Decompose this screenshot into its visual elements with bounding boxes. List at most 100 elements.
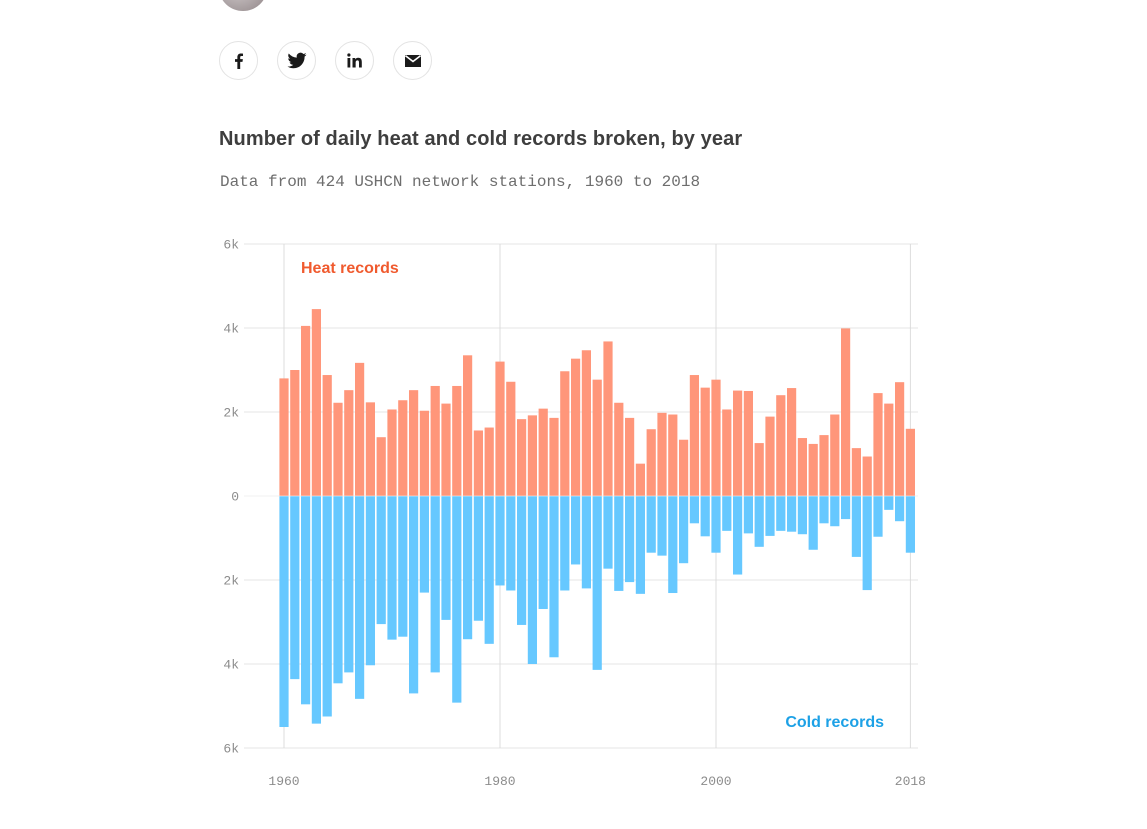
heat-record-bar: [376, 437, 386, 496]
heat-record-bar: [484, 427, 494, 496]
heat-record-bar: [776, 395, 786, 496]
heat-record-bar: [538, 408, 548, 496]
heat-record-bar: [873, 393, 883, 496]
y-tick-label: 6k: [223, 742, 239, 757]
twitter-share-button[interactable]: [277, 41, 316, 80]
twitter-icon: [287, 52, 306, 68]
heat-record-bar: [700, 387, 710, 496]
cold-record-bar: [355, 496, 365, 699]
heat-record-bar: [430, 385, 440, 496]
heat-record-bar: [365, 402, 375, 496]
cold-record-bar: [754, 496, 764, 547]
linkedin-icon: [346, 52, 362, 67]
chart-title: Number of daily heat and cold records br…: [219, 128, 743, 150]
heat-record-bar: [668, 414, 678, 496]
heat-record-bar: [646, 429, 656, 496]
cold-record-bar: [819, 496, 829, 524]
heat-record-bar: [387, 409, 397, 496]
heat-record-bar: [830, 414, 840, 496]
x-tick-label: 2000: [700, 774, 731, 789]
heat-record-bar: [581, 350, 591, 496]
cold-record-bar: [689, 496, 699, 524]
cold-record-bar: [603, 496, 613, 569]
cold-record-bar: [506, 496, 516, 591]
facebook-share-button[interactable]: [219, 41, 258, 80]
heat-record-bar: [689, 375, 699, 496]
heat-record-bar: [506, 381, 516, 496]
cold-series-label: Cold records: [785, 714, 884, 731]
heat-record-bar: [635, 463, 645, 496]
cold-record-bar: [484, 496, 494, 644]
cold-record-bar: [841, 496, 851, 520]
cold-record-bar: [279, 496, 289, 727]
cold-record-bar: [290, 496, 300, 680]
x-tick-label: 1960: [268, 774, 299, 789]
heat-record-bar: [603, 341, 613, 496]
heat-record-bar: [722, 409, 732, 496]
heat-record-bar: [592, 379, 602, 496]
facebook-icon: [234, 53, 243, 69]
heat-record-bar: [841, 328, 851, 496]
chart-subtitle: Data from 424 USHCN network stations, 19…: [220, 173, 701, 191]
heat-series-label: Heat records: [301, 260, 399, 277]
cold-record-bar: [635, 496, 645, 594]
x-tick-label: 1980: [484, 774, 515, 789]
email-share-button[interactable]: [393, 41, 432, 80]
cold-record-bar: [895, 496, 905, 522]
linkedin-share-button[interactable]: [335, 41, 374, 80]
cold-record-bar: [441, 496, 451, 620]
cold-record-bar: [862, 496, 872, 591]
cold-record-bar: [830, 496, 840, 527]
heat-record-bar: [571, 358, 581, 496]
heat-record-bar: [419, 410, 429, 496]
heat-record-bar: [333, 402, 343, 496]
cold-record-bar: [527, 496, 537, 664]
cold-record-bar: [646, 496, 656, 553]
heat-record-bar: [895, 382, 905, 496]
heat-record-bar: [527, 415, 537, 496]
cold-record-bar: [700, 496, 710, 537]
heat-record-bar: [311, 309, 321, 496]
cold-record-bar: [311, 496, 321, 724]
heat-record-bar: [862, 456, 872, 496]
heat-record-bar: [743, 391, 753, 496]
heat-record-bar: [322, 375, 332, 496]
y-tick-label: 6k: [223, 238, 239, 253]
email-icon: [404, 54, 421, 67]
cold-record-bar: [711, 496, 721, 553]
cold-record-bar: [679, 496, 689, 564]
cold-record-bar: [376, 496, 386, 625]
heat-record-bar: [797, 438, 807, 496]
y-tick-label: 2k: [223, 406, 239, 421]
cold-record-bar: [733, 496, 743, 575]
y-tick-label: 0: [231, 490, 239, 505]
heat-record-bar: [819, 435, 829, 496]
heat-record-bar: [463, 355, 473, 496]
y-tick-label: 4k: [223, 658, 239, 673]
cold-record-bar: [538, 496, 548, 609]
cold-record-bar: [419, 496, 429, 593]
heat-record-bar: [808, 443, 818, 496]
heat-record-bar: [905, 428, 915, 496]
heat-record-bar: [290, 370, 300, 496]
cold-record-bar: [398, 496, 408, 637]
heat-record-bar: [441, 403, 451, 496]
cold-record-bar: [409, 496, 419, 694]
cold-record-bar: [495, 496, 505, 586]
cold-record-bar: [333, 496, 343, 684]
cold-record-bar: [787, 496, 797, 532]
cold-record-bar: [776, 496, 786, 531]
cold-record-bar: [581, 496, 591, 589]
cold-record-bar: [614, 496, 624, 591]
cold-record-bar: [344, 496, 354, 673]
x-tick-label: 2018: [895, 774, 926, 789]
cold-record-bar: [722, 496, 732, 531]
cold-record-bar: [452, 496, 462, 703]
heat-record-bar: [679, 439, 689, 496]
cold-record-bar: [301, 496, 311, 705]
heat-record-bar: [344, 390, 354, 496]
cold-record-bar: [797, 496, 807, 535]
y-tick-label: 2k: [223, 574, 239, 589]
cold-record-bar: [905, 496, 915, 553]
